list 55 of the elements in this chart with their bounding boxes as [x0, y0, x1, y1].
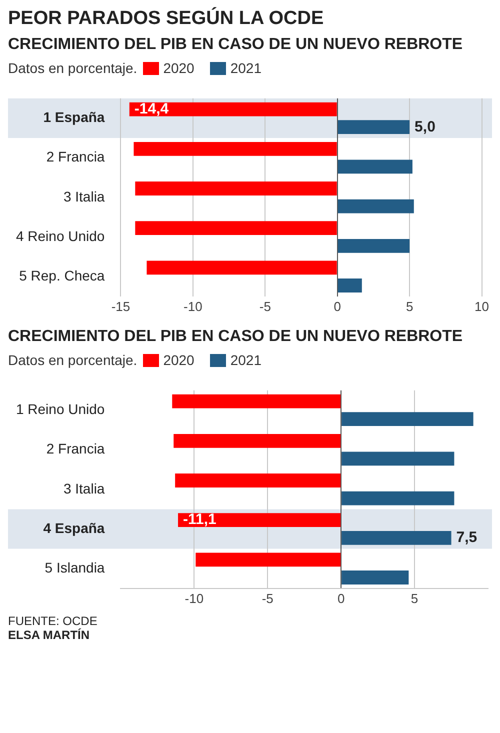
bar — [175, 474, 341, 488]
y-tick-label: 4 España — [43, 520, 105, 536]
bar — [342, 412, 474, 426]
data-label: 5,0 — [414, 118, 436, 136]
legend-label: 2021 — [230, 60, 262, 76]
x-tick-label: 5 — [410, 590, 418, 606]
x-tick-label: 10 — [474, 298, 490, 314]
x-tick-label: -15 — [111, 298, 130, 314]
bar — [196, 552, 341, 567]
bar — [342, 570, 409, 584]
y-tick-label: 2 Francia — [46, 440, 105, 457]
bar — [172, 394, 341, 408]
bar — [338, 160, 412, 174]
x-tick-label: 0 — [334, 298, 341, 314]
bar — [338, 278, 362, 292]
data-label: -14,4 — [134, 100, 170, 118]
chart-title: PEOR PARADOS SEGÚN LA OCDE — [8, 8, 325, 30]
y-tick-label: 3 Italia — [63, 188, 105, 204]
data-label: 7,5 — [456, 529, 478, 546]
bar — [338, 120, 410, 134]
y-tick-label: 5 Islandia — [44, 559, 105, 576]
bar — [338, 199, 414, 214]
x-tick-label: 0 — [337, 590, 345, 606]
chart-title: CRECIMIENTO DEL PIB EN CASO DE UN NUEVO REBROTE — [8, 328, 464, 346]
source-note: FUENTE: OCDE — [8, 614, 98, 628]
x-tick-label: -10 — [184, 590, 204, 606]
legend-title: Datos en porcentaje. — [8, 352, 138, 368]
text: ELSA MARTÍN — [8, 628, 91, 642]
legend-title: Datos en porcentaje. — [8, 60, 138, 76]
bar — [338, 238, 410, 253]
bar — [342, 452, 454, 466]
legend-label: 2020 — [163, 352, 194, 368]
y-tick-label: 3 Italia — [63, 480, 105, 496]
x-tick-label: -5 — [259, 298, 271, 314]
bar — [174, 434, 341, 448]
x-tick-label: -5 — [262, 590, 274, 606]
legend-label: 2021 — [230, 352, 262, 368]
bar — [135, 221, 337, 236]
bar — [135, 182, 337, 196]
bar — [146, 260, 337, 275]
x-tick-label: 5 — [406, 298, 414, 314]
data-label: -11,1 — [183, 511, 216, 528]
bar — [342, 491, 454, 506]
bar — [178, 513, 341, 528]
x-tick-label: -10 — [184, 298, 202, 314]
bar — [342, 530, 452, 545]
y-tick-label: 2 Francia — [46, 148, 105, 165]
chart-subtitle: CRECIMIENTO DEL PIB EN CASO DE UN NUEVO REBROTE — [8, 36, 464, 54]
y-tick-label: 1 España — [43, 109, 105, 126]
y-tick-label: 5 Rep. Checa — [19, 267, 105, 284]
y-tick-label: 4 Reino Unido — [16, 228, 105, 244]
bar — [129, 102, 337, 116]
bar — [134, 142, 337, 156]
legend-label: 2020 — [163, 60, 194, 76]
y-tick-label: 1 Reino Unido — [16, 401, 105, 418]
